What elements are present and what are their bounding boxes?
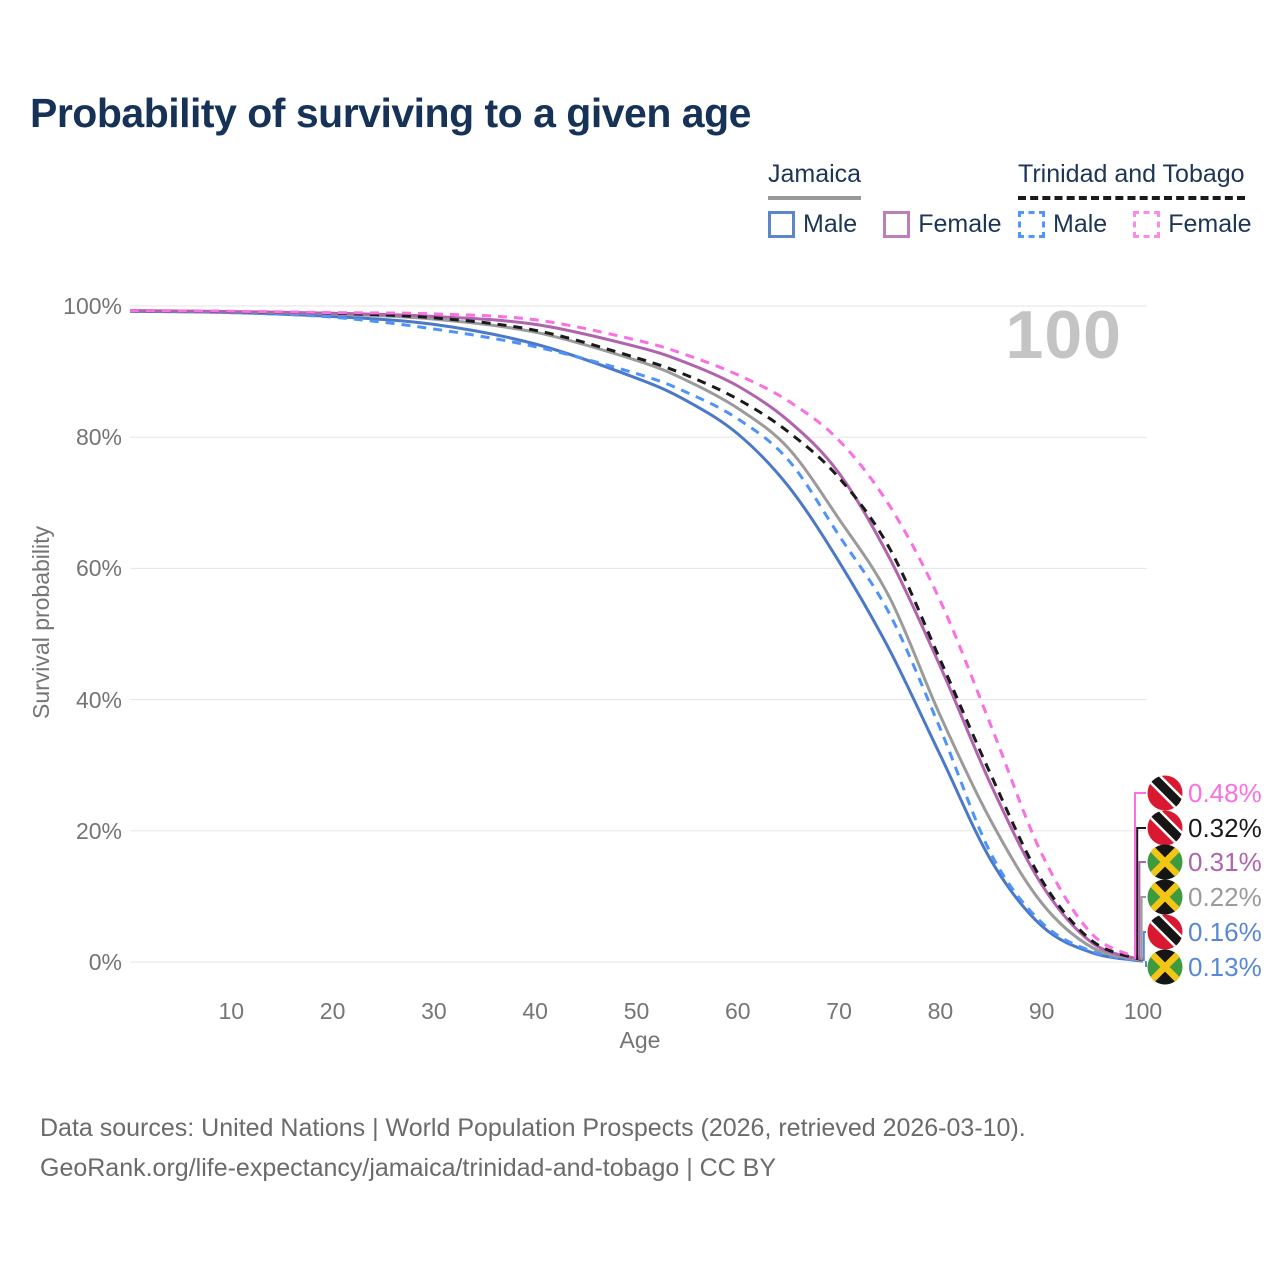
end-label-trinidad-and-tobago-female: 0.48% xyxy=(1147,775,1262,811)
jamaica-flag-icon xyxy=(1147,949,1183,985)
x-tick-label-100: 100 xyxy=(1123,998,1163,1024)
x-tick-label-30: 30 xyxy=(421,998,447,1024)
end-label-value: 0.31% xyxy=(1188,846,1262,877)
trinidad-and-tobago-flag-icon xyxy=(1147,775,1183,811)
legend-group-jamaica: Jamaica Male Female xyxy=(768,160,1028,239)
x-tick-label-90: 90 xyxy=(1028,998,1055,1024)
legend-item-label: Female xyxy=(1168,210,1252,238)
legend-item-label: Male xyxy=(803,210,858,238)
series-line-jamaica-male xyxy=(129,309,1144,963)
end-label-value: 0.13% xyxy=(1188,951,1262,982)
trinidad-and-tobago-flag-icon xyxy=(1147,810,1183,846)
x-tick-label-20: 20 xyxy=(319,998,346,1024)
legend-header-trinidad-and-tobago: Trinidad and Tobago xyxy=(1018,160,1245,200)
legend-swatch-icon xyxy=(1133,211,1161,238)
legend-item-trinidad-and-tobago-female[interactable]: Female xyxy=(1133,210,1252,239)
y-tick-label-40%: 40% xyxy=(75,686,122,713)
x-tick-label-70: 70 xyxy=(826,998,852,1024)
y-tick-label-60%: 60% xyxy=(75,555,122,582)
x-tick-label-10: 10 xyxy=(218,998,245,1024)
end-label-value: 0.48% xyxy=(1188,777,1262,808)
legend-header-jamaica: Jamaica xyxy=(768,160,862,200)
legend-item-jamaica-female[interactable]: Female xyxy=(883,210,1002,239)
end-label-connector-0.48% xyxy=(1134,792,1146,959)
legend-swatch-icon xyxy=(883,211,911,238)
legend-items-row: Male Female xyxy=(768,210,1028,239)
end-label-value: 0.22% xyxy=(1188,881,1262,912)
legend-item-label: Female xyxy=(918,210,1002,238)
age-counter-watermark: 100 xyxy=(1005,297,1122,373)
legend-group-trinidad-and-tobago: Trinidad and Tobago Male Female xyxy=(1018,160,1278,239)
legend-item-jamaica-male[interactable]: Male xyxy=(768,210,857,239)
trinidad-and-tobago-flag-icon xyxy=(1147,914,1183,950)
end-label-connector-0.32% xyxy=(1136,827,1146,960)
legend-swatch-icon xyxy=(768,211,795,238)
legend-item-trinidad-and-tobago-male[interactable]: Male xyxy=(1018,210,1107,239)
footer-data-sources: Data sources: United Nations | World Pop… xyxy=(40,1114,1026,1142)
legend-swatch-icon xyxy=(1018,211,1045,238)
y-tick-label-100%: 100% xyxy=(63,293,122,319)
y-tick-label-0%: 0% xyxy=(88,949,122,975)
end-label-connector-0.22% xyxy=(1140,896,1146,961)
end-label-value: 0.16% xyxy=(1188,916,1262,947)
y-tick-label-80%: 80% xyxy=(75,424,122,451)
x-tick-label-50: 50 xyxy=(623,998,650,1024)
end-label-jamaica-female: 0.31% xyxy=(1147,844,1262,880)
series-line-trinidad-and-tobago-female xyxy=(129,309,1144,961)
end-label-trinidad-and-tobago-male: 0.16% xyxy=(1147,914,1262,950)
legend-items-row: Male Female xyxy=(1018,210,1278,239)
x-tick-label-80: 80 xyxy=(927,998,954,1024)
jamaica-flag-icon xyxy=(1147,879,1183,915)
end-label-value: 0.32% xyxy=(1188,812,1262,843)
x-axis-title: Age xyxy=(619,1027,661,1053)
footer-url-license: GeoRank.org/life-expectancy/jamaica/trin… xyxy=(40,1154,777,1182)
series-line-trinidad-and-tobago-male xyxy=(129,309,1144,963)
y-tick-label-20%: 20% xyxy=(75,817,122,844)
legend-item-label: Male xyxy=(1053,210,1108,238)
end-label-connector-0.31% xyxy=(1138,861,1146,960)
y-axis-title: Survival probability xyxy=(28,525,54,720)
jamaica-flag-icon xyxy=(1147,844,1183,880)
page-title: Probability of surviving to a given age xyxy=(30,90,751,136)
x-tick-label-60: 60 xyxy=(725,998,751,1024)
end-label-trinidad-and-tobago-both-sexes: 0.32% xyxy=(1147,810,1262,846)
x-tick-label-40: 40 xyxy=(522,998,548,1024)
end-label-connector-0.16% xyxy=(1142,931,1146,961)
footer-attribution: Data sources: United Nations | World Pop… xyxy=(40,1108,1026,1188)
end-label-jamaica-both-sexes: 0.22% xyxy=(1147,879,1262,915)
end-label-jamaica-male: 0.13% xyxy=(1147,949,1262,985)
